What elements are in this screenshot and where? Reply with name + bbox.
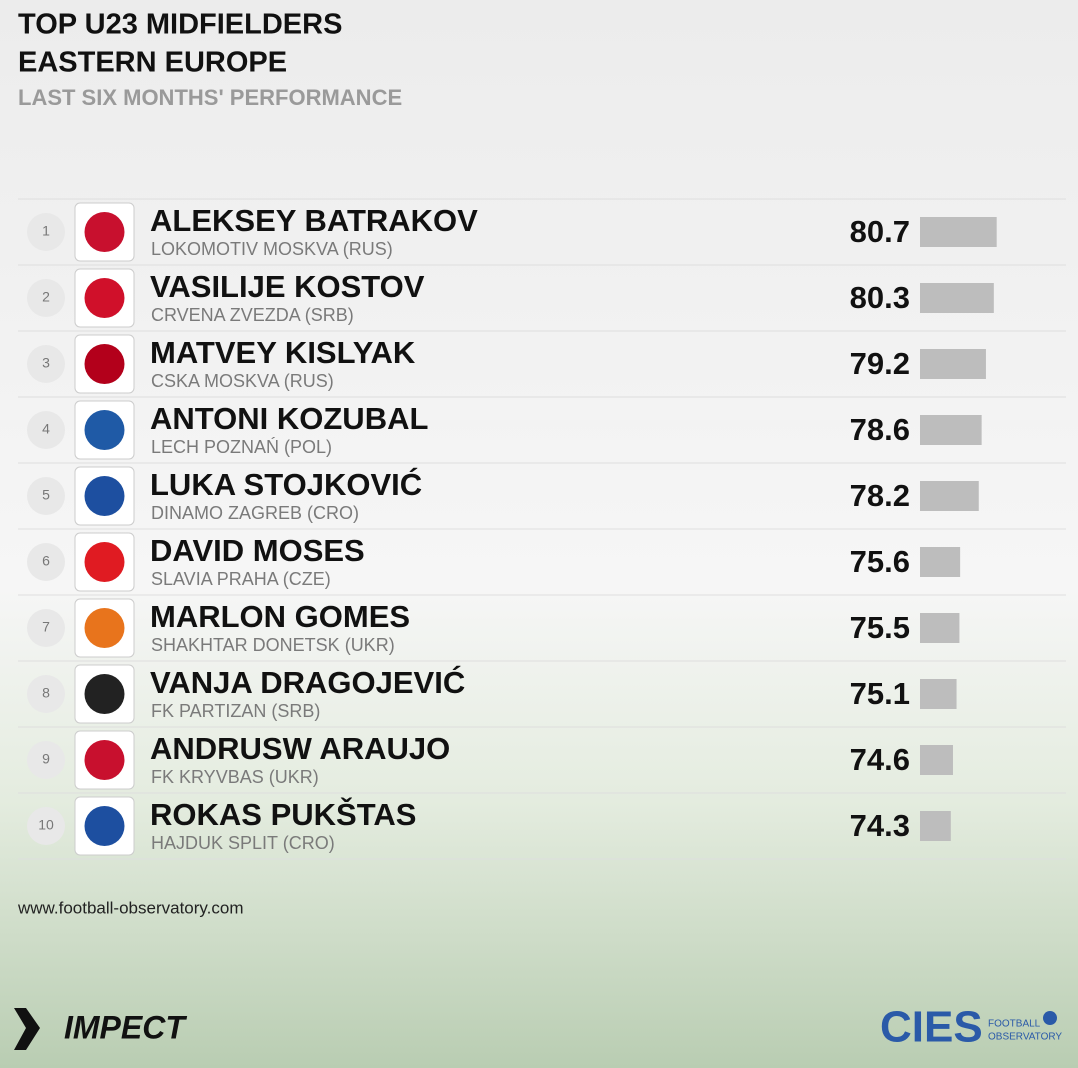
title-line: EASTERN EUROPE (18, 47, 287, 79)
player-name: DAVID MOSES (150, 533, 365, 568)
player-name: LUKA STOJKOVIĆ (150, 466, 422, 502)
club-name: LOKOMOTIV MOSKVA (RUS) (151, 239, 393, 259)
club-logo (84, 542, 125, 582)
club-name: HAJDUK SPLIT (CRO) (151, 833, 335, 853)
rank-badge (27, 411, 65, 449)
bar (920, 481, 979, 511)
rank-badge (27, 741, 65, 779)
brand-right-sub: OBSERVATORY (988, 1032, 1062, 1043)
player-name: MARLON GOMES (150, 599, 410, 634)
rank-badge (27, 345, 65, 383)
rank-badge (27, 675, 65, 713)
rank: 10 (38, 817, 54, 833)
score: 75.1 (850, 676, 910, 711)
rank: 2 (42, 289, 50, 305)
bar (920, 547, 961, 577)
club-logo (84, 476, 125, 516)
rank-badge (27, 477, 65, 515)
impect-icon (14, 1008, 40, 1050)
score: 75.5 (850, 610, 910, 645)
club-name: LECH POZNAŃ (POL) (151, 437, 332, 457)
club-name: DINAMO ZAGREB (CRO) (151, 503, 359, 523)
club-name: FK PARTIZAN (SRB) (151, 701, 320, 721)
rank: 6 (42, 553, 50, 569)
rank: 4 (42, 421, 50, 437)
club-logo (84, 674, 125, 714)
club-logo (84, 608, 125, 648)
bar (920, 283, 994, 313)
bar (920, 811, 951, 841)
club-name: CSKA MOSKVA (RUS) (151, 371, 334, 391)
rank-badge (27, 807, 65, 845)
brand-ball (1043, 1011, 1057, 1025)
player-name: VASILIJE KOSTOV (150, 269, 425, 304)
subtitle: LAST SIX MONTHS' PERFORMANCE (18, 85, 402, 110)
rank-badge (27, 279, 65, 317)
bar (920, 217, 997, 247)
rank: 9 (42, 751, 50, 767)
score: 78.6 (850, 412, 910, 447)
club-logo (84, 806, 125, 846)
score: 78.2 (850, 478, 910, 513)
club-logo (84, 212, 125, 252)
score: 74.6 (850, 742, 910, 777)
player-name: ROKAS PUKŠTAS (150, 796, 416, 832)
rank: 1 (42, 223, 50, 239)
club-logo (84, 410, 125, 450)
player-name: ANTONI KOZUBAL (150, 401, 428, 436)
club-logo (84, 344, 125, 384)
rank: 8 (42, 685, 50, 701)
rank-badge (27, 543, 65, 581)
club-logo (84, 740, 125, 780)
brand-right: CIES (880, 1003, 983, 1052)
player-name: ALEKSEY BATRAKOV (150, 203, 478, 238)
brand-right-sub: FOOTBALL (988, 1019, 1041, 1030)
bar (920, 613, 960, 643)
player-name: ANDRUSW ARAUJO (150, 731, 450, 766)
score: 75.6 (850, 544, 910, 579)
bar (920, 415, 982, 445)
brand-left: IMPECT (64, 1009, 187, 1045)
club-logo (84, 278, 125, 318)
rank: 3 (42, 355, 50, 371)
source: www.football-observatory.com (17, 898, 244, 917)
player-name: MATVEY KISLYAK (150, 335, 416, 370)
bar (920, 679, 957, 709)
rank-badge (27, 213, 65, 251)
score: 80.7 (850, 214, 910, 249)
club-name: SLAVIA PRAHA (CZE) (151, 569, 331, 589)
club-name: CRVENA ZVEZDA (SRB) (151, 305, 354, 325)
player-name: VANJA DRAGOJEVIĆ (150, 664, 465, 700)
club-name: SHAKHTAR DONETSK (UKR) (151, 635, 395, 655)
bar (920, 349, 986, 379)
bar (920, 745, 953, 775)
club-name: FK KRYVBAS (UKR) (151, 767, 319, 787)
title-line: TOP U23 MIDFIELDERS (18, 9, 342, 41)
rank-badge (27, 609, 65, 647)
score: 80.3 (850, 280, 910, 315)
rank: 7 (42, 619, 50, 635)
score: 74.3 (850, 808, 910, 843)
score: 79.2 (850, 346, 910, 381)
rank: 5 (42, 487, 50, 503)
